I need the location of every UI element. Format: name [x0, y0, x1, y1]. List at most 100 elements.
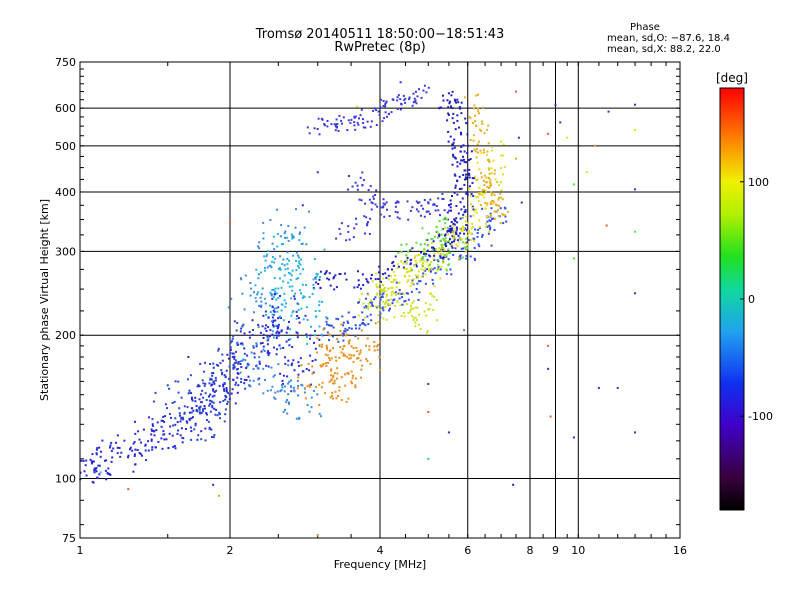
data-point — [290, 297, 293, 300]
data-point — [371, 202, 374, 205]
data-point — [483, 184, 486, 187]
data-point — [448, 228, 451, 231]
data-point — [280, 389, 283, 392]
data-point — [134, 463, 137, 466]
series-cluster — [227, 208, 322, 420]
data-point — [424, 282, 427, 285]
data-point — [477, 228, 480, 231]
data-point — [234, 383, 237, 386]
data-point — [455, 229, 458, 232]
data-point — [410, 307, 413, 310]
data-point — [297, 303, 300, 306]
data-point — [183, 411, 186, 414]
data-point — [227, 306, 230, 309]
data-point — [281, 303, 284, 306]
data-point — [450, 94, 453, 97]
data-point — [487, 142, 490, 145]
data-point — [494, 218, 497, 221]
data-point — [368, 348, 371, 351]
data-point — [239, 330, 242, 333]
data-point — [489, 202, 492, 205]
data-point — [480, 129, 483, 132]
data-point — [489, 228, 491, 231]
data-point — [260, 300, 263, 303]
data-point — [373, 107, 376, 110]
data-point — [269, 291, 272, 294]
data-point — [385, 100, 388, 103]
data-point — [266, 253, 269, 256]
data-point — [395, 286, 398, 289]
data-point — [197, 434, 200, 437]
data-point — [353, 286, 356, 289]
data-point — [309, 334, 312, 337]
data-point — [480, 191, 483, 194]
data-point — [427, 244, 430, 247]
data-point — [288, 380, 291, 383]
data-point — [500, 196, 503, 199]
data-point — [475, 148, 478, 150]
data-point — [282, 243, 285, 245]
data-point — [209, 363, 212, 365]
data-point — [382, 277, 385, 280]
data-point — [340, 323, 343, 326]
series-cluster — [151, 320, 269, 442]
data-point — [457, 101, 460, 104]
data-point — [417, 274, 420, 277]
data-point — [330, 324, 333, 327]
data-point — [413, 257, 416, 259]
data-point — [232, 363, 235, 366]
data-point — [267, 350, 270, 353]
data-point — [141, 454, 143, 457]
data-point — [314, 310, 317, 313]
data-point — [295, 208, 297, 211]
data-point — [421, 227, 424, 230]
data-point — [407, 298, 410, 301]
data-point — [478, 186, 481, 189]
data-point — [379, 308, 382, 311]
data-point — [416, 306, 419, 309]
data-point — [326, 317, 329, 320]
data-point — [261, 287, 264, 290]
data-point — [305, 333, 308, 336]
data-point — [362, 122, 365, 124]
data-point — [404, 260, 407, 263]
data-point — [467, 144, 470, 147]
data-point — [493, 169, 496, 172]
data-point — [313, 389, 315, 392]
data-point — [329, 396, 332, 399]
data-point — [415, 102, 418, 105]
data-point — [274, 397, 277, 400]
data-point — [205, 413, 208, 416]
data-point — [271, 313, 274, 316]
data-point — [156, 421, 159, 424]
data-point — [384, 101, 387, 104]
data-point — [341, 315, 344, 318]
data-point — [478, 168, 481, 171]
data-point — [275, 307, 278, 310]
data-point — [386, 299, 389, 301]
data-point — [449, 100, 451, 103]
data-point — [355, 217, 357, 220]
data-point — [465, 122, 468, 125]
data-point — [465, 224, 468, 226]
data-point — [393, 292, 395, 295]
data-point — [190, 417, 193, 420]
data-point — [283, 264, 286, 267]
data-point — [485, 154, 488, 157]
data-point — [394, 291, 397, 294]
data-point — [272, 309, 275, 312]
data-point — [386, 293, 388, 296]
data-point — [276, 330, 279, 333]
data-point — [470, 150, 473, 153]
data-point — [181, 436, 184, 439]
data-point — [289, 328, 292, 331]
data-point — [306, 318, 309, 321]
data-point — [265, 313, 268, 316]
data-point — [260, 350, 263, 353]
data-point — [427, 202, 430, 205]
data-point — [240, 381, 243, 383]
data-point — [394, 255, 397, 258]
data-point — [469, 238, 472, 241]
data-point — [396, 216, 399, 219]
data-point — [451, 107, 454, 110]
